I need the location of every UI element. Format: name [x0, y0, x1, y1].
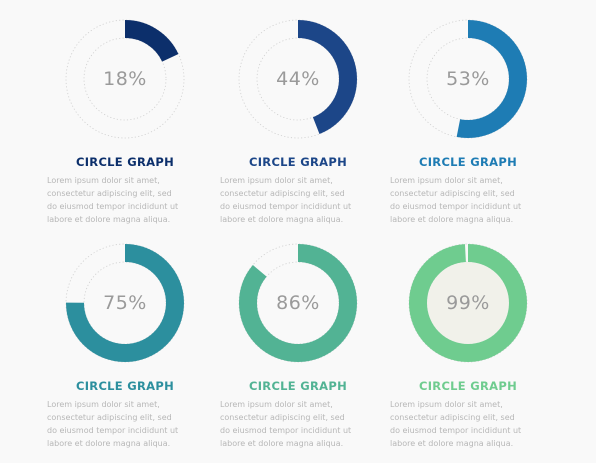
donut-svg — [238, 19, 358, 139]
circle-graph-3: 53% CIRCLE GRAPH Lorem ipsum dolor sit ame… — [390, 19, 578, 224]
inner-fill — [427, 262, 509, 344]
donut-arc — [239, 20, 357, 138]
percent-label: 99% — [446, 292, 490, 314]
circle-graph-2: 44% CIRCLE GRAPH Lorem ipsum dolor sit ame… — [220, 19, 408, 224]
donut-svg — [408, 243, 528, 363]
donut-svg — [238, 243, 358, 363]
inner-guide-circle — [83, 37, 167, 121]
graph-description: Lorem ipsum dolor sit amet, consectetur … — [390, 176, 522, 224]
percent-label: 53% — [446, 68, 490, 90]
donut-arc — [239, 244, 357, 362]
percent-label: 18% — [103, 68, 147, 90]
graph-title: CIRCLE GRAPH — [248, 379, 348, 393]
outer-guide-circle — [65, 19, 185, 139]
donut-arc — [66, 20, 184, 138]
circle-graph-6: 99% CIRCLE GRAPH Lorem ipsum dolor sit ame… — [390, 243, 578, 448]
circle-graph-5: 86% CIRCLE GRAPH Lorem ipsum dolor sit ame… — [220, 243, 408, 448]
graph-description: Lorem ipsum dolor sit amet, consectetur … — [47, 400, 179, 448]
donut-chart: 18% — [65, 19, 185, 139]
donut-arc — [409, 244, 527, 362]
percent-label: 86% — [276, 292, 320, 314]
donut-svg — [65, 19, 185, 139]
percent-label: 75% — [103, 292, 147, 314]
circle-graph-1: 18% CIRCLE GRAPH Lorem ipsum dolor sit ame… — [47, 19, 235, 224]
donut-chart: 53% — [408, 19, 528, 139]
donut-chart: 44% — [238, 19, 358, 139]
donut-arc — [66, 244, 184, 362]
graph-title: CIRCLE GRAPH — [248, 155, 348, 169]
percent-label: 44% — [276, 68, 320, 90]
graph-description: Lorem ipsum dolor sit amet, consectetur … — [220, 176, 352, 224]
donut-chart: 75% — [65, 243, 185, 363]
donut-svg — [408, 19, 528, 139]
graph-description: Lorem ipsum dolor sit amet, consectetur … — [390, 400, 522, 448]
graph-description: Lorem ipsum dolor sit amet, consectetur … — [47, 176, 179, 224]
graph-title: CIRCLE GRAPH — [418, 155, 518, 169]
graph-description: Lorem ipsum dolor sit amet, consectetur … — [220, 400, 352, 448]
graph-title: CIRCLE GRAPH — [75, 379, 175, 393]
graph-title: CIRCLE GRAPH — [418, 379, 518, 393]
donut-arc — [409, 20, 527, 138]
donut-chart: 86% — [238, 243, 358, 363]
donut-chart: 99% — [408, 243, 528, 363]
circle-graph-4: 75% CIRCLE GRAPH Lorem ipsum dolor sit ame… — [47, 243, 235, 448]
donut-svg — [65, 243, 185, 363]
graph-title: CIRCLE GRAPH — [75, 155, 175, 169]
